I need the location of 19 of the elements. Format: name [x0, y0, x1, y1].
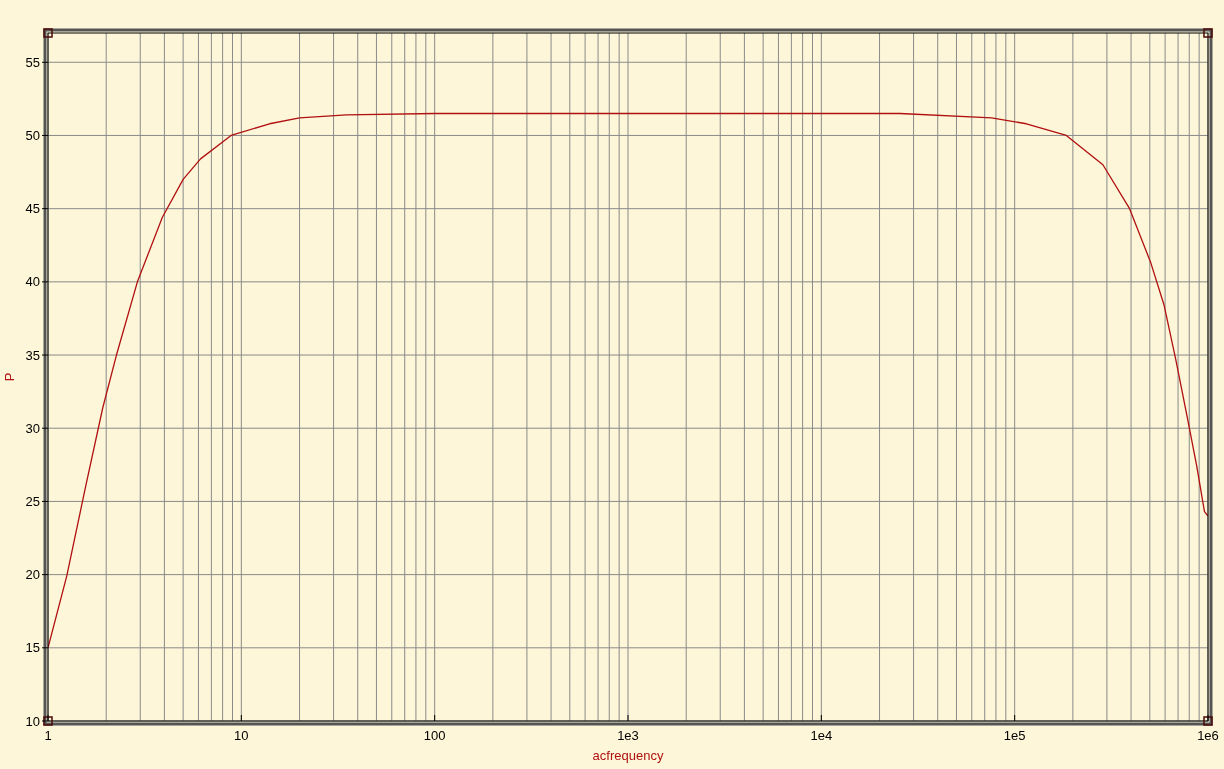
x-tick-label: 1 [44, 728, 52, 743]
x-axis-title: acfrequency [592, 748, 664, 763]
x-tick-label: 100 [423, 728, 446, 743]
y-tick-label: 45 [25, 201, 40, 217]
x-tick-label: 1e5 [1003, 728, 1026, 743]
y-tick-label: 50 [25, 127, 40, 143]
x-tick-label: 1e3 [617, 728, 639, 743]
y-tick-label: 55 [25, 54, 40, 70]
y-tick-label: 10 [25, 713, 40, 729]
y-tick-label: 40 [25, 274, 40, 290]
x-tick-label: 1e6 [1197, 728, 1219, 743]
y-tick-label: 20 [25, 567, 40, 583]
x-tick-label: 10 [234, 728, 249, 743]
y-tick-label: 35 [25, 347, 40, 363]
x-tick-label: 1e4 [810, 728, 833, 743]
y-tick-label: 30 [25, 420, 40, 436]
y-tick-label: 15 [25, 640, 40, 656]
y-tick-label: 25 [25, 493, 40, 509]
y-axis-title: P [2, 372, 17, 382]
